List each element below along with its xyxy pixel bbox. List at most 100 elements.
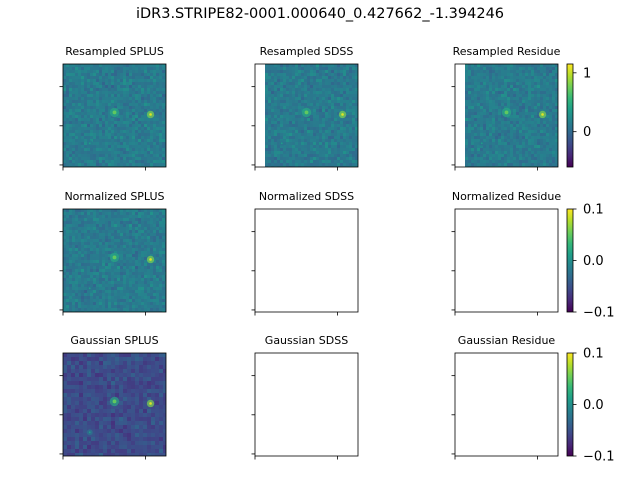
heatmap-cell: [298, 166, 301, 167]
heatmap-cell: [102, 287, 105, 290]
heatmap-cell: [105, 154, 108, 157]
heatmap-cell: [81, 127, 84, 130]
heatmap-cell: [486, 133, 489, 136]
heatmap-cell: [474, 118, 477, 121]
heatmap-cell: [84, 305, 87, 308]
heatmap-cell: [131, 353, 135, 357]
heatmap-cell: [468, 64, 471, 67]
heatmap-cell: [528, 67, 531, 70]
heatmap-cell: [132, 115, 135, 118]
heatmap-cell: [150, 311, 153, 312]
heatmap-cell: [105, 266, 108, 269]
heatmap-cell: [107, 385, 111, 389]
heatmap-cell: [480, 154, 483, 157]
heatmap-cell: [468, 76, 471, 79]
heatmap-cell: [141, 296, 144, 299]
heatmap-cell: [103, 361, 107, 365]
heatmap-cell: [486, 142, 489, 145]
heatmap-cell: [78, 233, 81, 236]
heatmap-cell: [114, 218, 117, 221]
heatmap-cell: [135, 79, 138, 82]
heatmap-cell: [301, 91, 304, 94]
heatmap-cell: [522, 73, 525, 76]
heatmap-cell: [120, 266, 123, 269]
heatmap-cell: [96, 148, 99, 151]
heatmap-cell: [147, 100, 150, 103]
heatmap-cell: [111, 127, 114, 130]
heatmap-cell: [90, 212, 93, 215]
heatmap-cell: [144, 233, 147, 236]
heatmap-cell: [63, 157, 66, 160]
heatmap-cell: [540, 103, 543, 106]
heatmap-cell: [150, 76, 153, 79]
heatmap-cell: [87, 163, 90, 166]
heatmap-cell: [292, 163, 295, 166]
heatmap-cell: [159, 67, 162, 70]
heatmap-cell: [119, 365, 123, 369]
heatmap-cell: [120, 154, 123, 157]
heatmap-cell: [525, 64, 528, 67]
heatmap-cell: [495, 124, 498, 127]
heatmap-cell: [156, 266, 159, 269]
heatmap-cell: [307, 94, 310, 97]
heatmap-cell: [159, 263, 162, 266]
heatmap-cell: [103, 377, 107, 381]
heatmap-cell: [280, 85, 283, 88]
heatmap-cell: [126, 287, 129, 290]
heatmap-cell: [117, 64, 120, 67]
heatmap-cell: [334, 163, 337, 166]
heatmap-cell: [319, 145, 322, 148]
heatmap-cell: [114, 251, 117, 254]
heatmap-cell: [283, 124, 286, 127]
heatmap-cell: [292, 112, 295, 115]
heatmap-cell: [483, 124, 486, 127]
heatmap-cell: [99, 115, 102, 118]
heatmap-cell: [525, 133, 528, 136]
heatmap-cell: [313, 70, 316, 73]
heatmap-cell: [63, 139, 66, 142]
heatmap-cell: [295, 106, 298, 109]
heatmap-cell: [483, 127, 486, 130]
heatmap-cell: [480, 88, 483, 91]
heatmap-cell: [144, 106, 147, 109]
heatmap-cell: [313, 67, 316, 70]
heatmap-cell: [268, 166, 271, 167]
heatmap-cell: [313, 130, 316, 133]
heatmap-cell: [126, 227, 129, 230]
heatmap-cell: [123, 115, 126, 118]
heatmap-cell: [69, 227, 72, 230]
heatmap-cell: [340, 91, 343, 94]
heatmap-cell: [75, 97, 78, 100]
heatmap-cell: [465, 97, 468, 100]
heatmap-cell: [492, 127, 495, 130]
heatmap-cell: [516, 154, 519, 157]
heatmap-cell: [510, 160, 513, 163]
heatmap-cell: [543, 106, 546, 109]
heatmap-cell: [66, 266, 69, 269]
heatmap-cell: [162, 278, 165, 281]
heatmap-cell: [277, 76, 280, 79]
heatmap-cell: [69, 257, 72, 260]
heatmap-cell: [159, 393, 163, 397]
heatmap-cell: [99, 357, 103, 361]
heatmap-cell: [129, 257, 132, 260]
heatmap-cell: [159, 251, 162, 254]
heatmap-cell: [126, 230, 129, 233]
heatmap-cell: [78, 67, 81, 70]
heatmap-cell: [144, 85, 147, 88]
heatmap-cell: [153, 281, 156, 284]
heatmap-cell: [63, 85, 66, 88]
heatmap-cell: [555, 76, 558, 79]
heatmap-cell: [513, 163, 516, 166]
heatmap-cell: [78, 70, 81, 73]
heatmap-cell: [90, 151, 93, 154]
heatmap-cell: [156, 305, 159, 308]
heatmap-cell: [265, 118, 268, 121]
heatmap-cell: [492, 64, 495, 67]
heatmap-cell: [90, 148, 93, 151]
heatmap-cell: [489, 94, 492, 97]
heatmap-cell: [162, 130, 165, 133]
heatmap-cell: [141, 251, 144, 254]
heatmap-cell: [102, 233, 105, 236]
heatmap-cell: [295, 103, 298, 106]
